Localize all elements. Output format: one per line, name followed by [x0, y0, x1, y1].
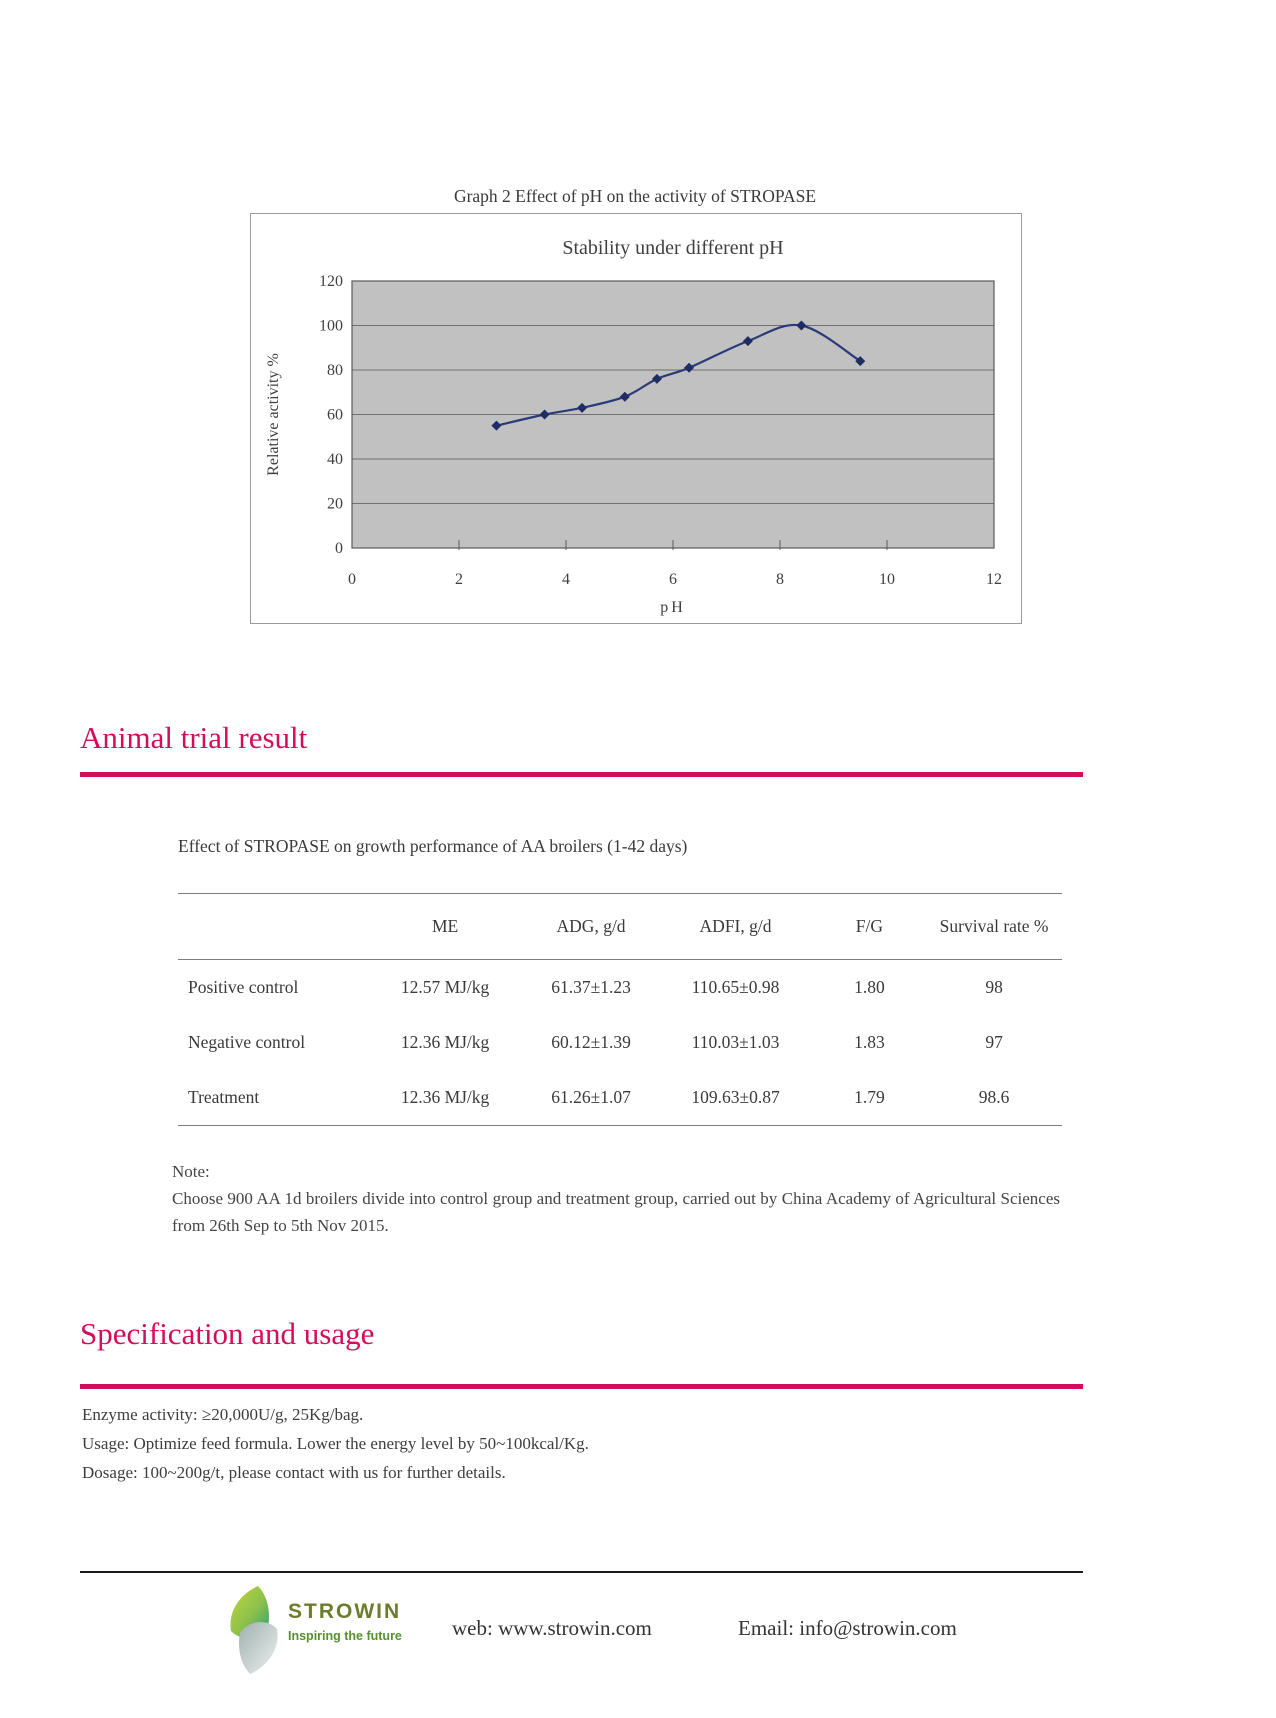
- y-axis-title: Relative activity %: [265, 353, 282, 476]
- column-header: Survival rate %: [926, 893, 1062, 960]
- row-label: Positive control: [188, 977, 299, 997]
- ph-stability-chart-svg: Stability under different pH020406080100…: [265, 237, 1002, 616]
- note-text: Choose 900 AA 1d broilers divide into co…: [172, 1189, 1060, 1235]
- data-point-marker: [742, 336, 753, 347]
- specification-block: Enzyme activity: ≥20,000U/g, 25Kg/bag. U…: [82, 1400, 589, 1487]
- column-header: F/G: [812, 893, 927, 960]
- y-tick-label: 20: [327, 496, 343, 513]
- section-heading-specification: Specification and usage: [80, 1316, 375, 1351]
- x-tick-label: 4: [562, 571, 570, 588]
- data-point-marker: [491, 420, 502, 431]
- footer-divider: [80, 1571, 1083, 1573]
- table-cell: 12.57 MJ/kg: [400, 977, 490, 997]
- table-caption: Effect of STROPASE on growth performance…: [178, 836, 688, 856]
- x-tick-label: 6: [669, 571, 677, 588]
- table-cell: 1.80: [854, 977, 885, 997]
- table-cell: 61.37±1.23: [551, 977, 631, 997]
- spec-line-dosage: Dosage: 100~200g/t, please contact with …: [82, 1463, 506, 1482]
- strowin-logo-icon: [230, 1586, 278, 1674]
- spec-line-enzyme-activity: Enzyme activity: ≥20,000U/g, 25Kg/bag.: [82, 1405, 364, 1424]
- column-header: [178, 893, 367, 960]
- data-point-marker: [619, 391, 630, 402]
- row-label: Treatment: [188, 1087, 260, 1107]
- data-point-marker: [796, 320, 807, 331]
- brand-tagline: Inspiring the future: [288, 1629, 402, 1643]
- table-cell: 98.6: [978, 1087, 1010, 1107]
- note-label: Note:: [172, 1162, 210, 1181]
- column-header: ADG, g/d: [523, 893, 659, 960]
- data-point-marker: [651, 373, 662, 384]
- y-tick-label: 80: [327, 362, 343, 379]
- results-table-body: Positive control 12.57 MJ/kg 61.37±1.23 110…: [178, 960, 1062, 1126]
- y-tick-label: 60: [327, 407, 343, 424]
- table-cell: 12.36 MJ/kg: [400, 1032, 490, 1052]
- section-heading-animal-trial: Animal trial result: [80, 720, 308, 755]
- footer-email: Email: info@strowin.com: [738, 1616, 957, 1640]
- row-label: Negative control: [188, 1032, 306, 1052]
- table-cell: 110.65±0.98: [691, 977, 780, 997]
- table-cell: 98: [985, 977, 1003, 997]
- column-header: ME: [366, 893, 524, 960]
- table-cell: 110.03±1.03: [691, 1032, 780, 1052]
- table-cell: 1.79: [854, 1087, 885, 1107]
- section-rule-animal-trial: [80, 772, 1083, 777]
- x-tick-label: 0: [348, 571, 356, 588]
- table-row: Treatment 12.36 MJ/kg 61.26±1.07 109.63±0.8…: [178, 1070, 1062, 1126]
- note-block: Note: Choose 900 AA 1d broilers divide i…: [172, 1158, 1060, 1239]
- section-rule-specification: [80, 1384, 1083, 1389]
- table-cell: 61.26±1.07: [551, 1087, 631, 1107]
- x-tick-label: 8: [776, 571, 784, 588]
- data-point-marker: [855, 356, 866, 367]
- column-header: ADFI, g/d: [658, 893, 813, 960]
- results-table: ME ADG, g/d ADFI, g/d F/G Survival rate % Po…: [178, 893, 1062, 1126]
- x-axis-title: pH: [660, 599, 686, 616]
- y-tick-label: 0: [335, 540, 343, 557]
- chart-caption: Graph 2 Effect of pH on the activity of …: [453, 186, 817, 206]
- y-tick-label: 100: [319, 318, 343, 335]
- results-table-head: ME ADG, g/d ADFI, g/d F/G Survival rate %: [178, 893, 1062, 960]
- data-point-marker: [539, 409, 550, 420]
- x-tick-label: 2: [455, 571, 463, 588]
- table-cell: 109.63±0.87: [691, 1087, 780, 1107]
- brand-name: STROWIN: [288, 1600, 402, 1623]
- table-row: Negative control 12.36 MJ/kg 60.12±1.39 110…: [178, 1015, 1062, 1070]
- table-cell: 12.36 MJ/kg: [400, 1087, 490, 1107]
- y-tick-label: 40: [327, 451, 343, 468]
- chart-title: Stability under different pH: [562, 237, 783, 259]
- spec-line-usage: Usage: Optimize feed formula. Lower the …: [82, 1434, 589, 1453]
- x-tick-label: 10: [879, 571, 895, 588]
- data-point-marker: [577, 402, 588, 413]
- y-tick-label: 120: [319, 273, 343, 290]
- table-cell: 60.12±1.39: [551, 1032, 631, 1052]
- table-row: Positive control 12.57 MJ/kg 61.37±1.23 110…: [178, 960, 1062, 1016]
- table-cell: 97: [985, 1032, 1003, 1052]
- table-cell: 1.83: [854, 1032, 885, 1052]
- footer-web: web: www.strowin.com: [452, 1616, 652, 1640]
- ph-stability-chart: Stability under different pH 0 20 40 60 80 100…: [250, 213, 1022, 624]
- data-point-marker: [684, 362, 695, 373]
- x-tick-label: 12: [986, 571, 1002, 588]
